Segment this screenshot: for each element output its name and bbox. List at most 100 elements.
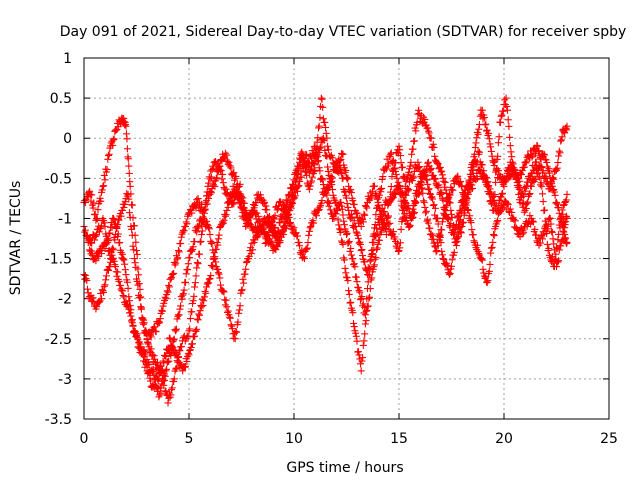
trace-marker-track-3 (305, 231, 313, 239)
trace-marker-track-4 (378, 184, 385, 192)
trace-marker-track-2 (176, 305, 184, 313)
trace-marker-track-4 (354, 284, 362, 292)
trace-marker-track-3 (494, 139, 502, 147)
trace-marker-track-1 (339, 150, 347, 158)
data-point-track-4 (437, 190, 445, 198)
trace-marker-track-4 (464, 181, 472, 189)
trace-marker-track-3 (494, 152, 502, 160)
trace-marker-track-3 (201, 206, 209, 214)
trace-marker-track-3 (498, 111, 506, 119)
trace-marker-track-1 (438, 171, 446, 179)
data-point-track-4 (191, 327, 199, 335)
trace-marker-track-3 (144, 338, 152, 346)
trace-marker-track-2 (276, 238, 284, 246)
trace-marker-track-4 (366, 271, 374, 279)
trace-marker-track-1 (410, 137, 418, 145)
trace-marker-track-4 (364, 278, 372, 286)
trace-marker-track-4 (126, 297, 133, 305)
trace-marker-track-1 (123, 135, 131, 143)
trace-marker-track-4 (424, 159, 432, 167)
trace-marker-track-3 (139, 315, 147, 323)
trace-marker-track-3 (137, 304, 145, 312)
trace-marker-track-2 (510, 215, 518, 223)
trace-marker-track-1 (557, 136, 565, 144)
data-point-track-4 (349, 255, 357, 263)
data-point-track-1 (126, 182, 134, 190)
trace-marker-track-2 (119, 287, 126, 295)
trace-marker-track-1 (194, 260, 202, 268)
trace-marker-track-2 (449, 186, 457, 194)
trace-marker-track-4 (238, 204, 245, 212)
trace-marker-track-3 (341, 187, 349, 195)
trace-marker-track-2 (378, 228, 385, 236)
trace-marker-track-2 (241, 270, 249, 278)
trace-marker-track-4 (409, 214, 417, 222)
data-point-track-4 (431, 174, 439, 182)
trace-marker-track-2 (389, 228, 397, 236)
trace-marker-track-3 (254, 212, 262, 220)
trace-marker-track-3 (501, 96, 509, 104)
trace-marker-track-1 (522, 159, 530, 167)
trace-marker-track-4 (144, 359, 152, 367)
trace-marker-track-3 (378, 216, 385, 224)
data-point-track-4 (235, 198, 243, 206)
trace-marker-track-4 (245, 219, 252, 227)
trace-marker-track-4 (368, 238, 376, 246)
data-point-track-1 (198, 230, 206, 238)
trace-marker-track-3 (89, 294, 97, 302)
trace-marker-track-3 (210, 181, 217, 189)
trace-marker-track-4 (289, 181, 297, 189)
trace-marker-track-2 (157, 389, 165, 397)
trace-marker-track-3 (211, 182, 219, 190)
trace-marker-track-2 (113, 272, 121, 280)
trace-marker-track-4 (340, 217, 348, 225)
trace-marker-track-3 (188, 209, 196, 217)
trace-marker-track-1 (178, 343, 186, 351)
trace-marker-track-4 (207, 272, 215, 280)
trace-marker-track-1 (128, 201, 136, 209)
trace-marker-track-1 (522, 158, 530, 166)
data-point-track-3 (357, 247, 365, 255)
trace-marker-track-4 (214, 235, 222, 243)
trace-marker-track-4 (129, 322, 137, 330)
trace-marker-track-2 (487, 249, 495, 257)
data-point-track-2 (156, 391, 164, 399)
trace-marker-track-3 (214, 167, 222, 175)
trace-marker-track-3 (333, 159, 341, 167)
data-point-track-1 (86, 190, 94, 198)
trace-marker-track-4 (545, 244, 553, 252)
trace-marker-track-4 (439, 196, 447, 204)
trace-marker-track-2 (487, 244, 495, 252)
trace-marker-track-4 (276, 219, 284, 227)
trace-marker-track-4 (293, 169, 301, 177)
data-point-track-2 (563, 239, 571, 247)
trace-marker-track-2 (298, 173, 306, 181)
trace-marker-track-1 (193, 259, 201, 267)
trace-marker-track-2 (397, 225, 405, 233)
trace-marker-track-4 (301, 155, 309, 163)
trace-marker-track-1 (407, 158, 415, 166)
data-point-track-2 (382, 214, 390, 222)
trace-marker-track-1 (191, 283, 199, 291)
data-point-track-3 (162, 295, 170, 303)
trace-marker-track-3 (450, 248, 458, 256)
trace-marker-track-4 (338, 202, 346, 210)
trace-marker-track-1 (427, 134, 435, 142)
trace-marker-track-4 (556, 224, 564, 232)
trace-marker-track-2 (203, 220, 211, 228)
trace-marker-track-4 (497, 193, 505, 201)
trace-marker-track-4 (265, 214, 273, 222)
trace-marker-track-1 (147, 345, 155, 353)
trace-marker-track-4 (358, 293, 366, 301)
trace-marker-track-3 (305, 227, 313, 235)
y-tick-label: -2 (58, 292, 72, 308)
data-point-track-3 (130, 255, 138, 263)
trace-marker-track-1 (480, 114, 488, 122)
trace-marker-track-4 (361, 304, 369, 312)
trace-marker-track-4 (539, 190, 546, 198)
trace-marker-track-3 (380, 207, 388, 215)
trace-marker-track-4 (496, 196, 504, 204)
trace-marker-track-3 (200, 209, 208, 217)
trace-marker-track-4 (234, 195, 242, 203)
trace-marker-track-2 (422, 207, 430, 215)
